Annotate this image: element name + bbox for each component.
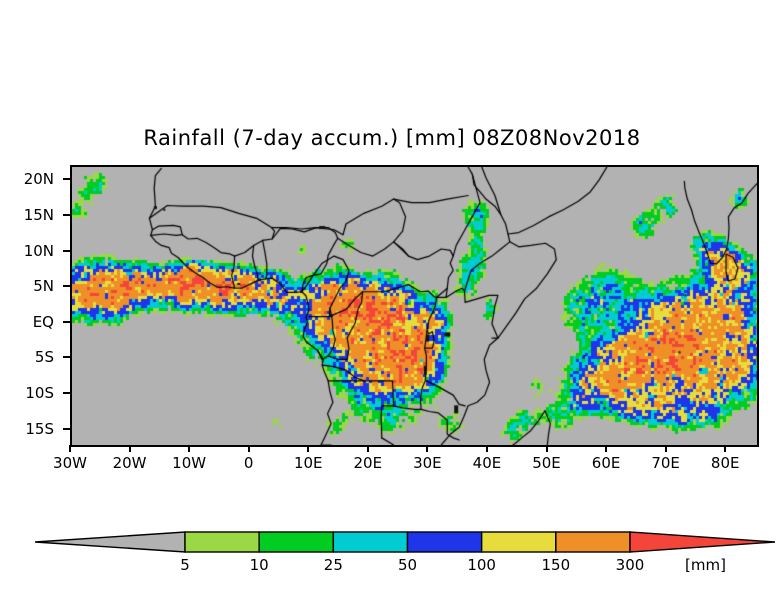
colorbar-tick-label: 300: [615, 556, 645, 574]
latitude-tick: [63, 392, 70, 395]
longitude-tick: [605, 445, 608, 452]
latitude-tick: [63, 249, 70, 252]
colorbar-unit-label: [mm]: [685, 556, 726, 574]
longitude-tick: [307, 445, 310, 452]
longitude-tick-label: 0: [243, 454, 254, 472]
latitude-tick: [63, 213, 70, 216]
longitude-tick: [724, 445, 727, 452]
colorbar-tick-label: 50: [397, 556, 418, 574]
longitude-tick-label: 10E: [293, 454, 323, 472]
longitude-tick: [188, 445, 191, 452]
colorbar[interactable]: 5 10 25 50 100 150 300 [mm]: [0, 516, 784, 586]
longitude-tick: [426, 445, 429, 452]
latitude-tick-label: 5S: [34, 348, 54, 367]
latitude-tick: [63, 427, 70, 430]
latitude-tick-label: 10S: [25, 384, 54, 403]
colorbar-tick-label: 10: [249, 556, 269, 574]
longitude-tick: [69, 445, 71, 452]
colorbar-tick-label: 100: [467, 556, 496, 574]
latitude-tick: [63, 356, 70, 359]
longitude-tick-label: 30E: [413, 454, 442, 472]
page-title: Rainfall (7-day accum.) [mm] 08Z08Nov201…: [143, 126, 641, 150]
rainfall-heatmap-canvas[interactable]: [72, 167, 757, 445]
colorbar-tick-label: 5: [180, 556, 190, 574]
latitude-tick-label: 15S: [25, 419, 54, 438]
latitude-tick-label: 20N: [23, 170, 54, 189]
longitude-tick-label: 30W: [53, 454, 87, 472]
longitude-tick: [545, 445, 548, 452]
latitude-tick: [63, 178, 70, 181]
colorbar-tick-label: 25: [323, 556, 343, 574]
longitude-tick: [366, 445, 369, 452]
longitude-tick-label: 80E: [710, 454, 740, 472]
colorbar-tick-label: 150: [541, 556, 571, 574]
latitude-tick: [63, 320, 70, 323]
latitude-tick-label: 5N: [33, 277, 54, 296]
latitude-tick-label: 15N: [23, 205, 54, 224]
longitude-tick-label: 50E: [532, 454, 561, 472]
latitude-tick-label: 10N: [23, 241, 54, 260]
longitude-tick: [664, 445, 667, 452]
longitude-tick: [247, 445, 250, 452]
longitude-tick-label: 60E: [591, 454, 621, 472]
longitude-tick-label: 40E: [472, 454, 502, 472]
longitude-tick-label: 20W: [112, 454, 147, 472]
map-plot-area[interactable]: [70, 165, 759, 447]
longitude-tick: [485, 445, 488, 452]
colorbar-swatches: [34, 531, 776, 553]
longitude-tick: [128, 445, 131, 452]
longitude-tick-label: 70E: [651, 454, 680, 472]
latitude-tick-label: EQ: [32, 312, 54, 331]
longitude-tick-label: 10W: [172, 454, 207, 472]
latitude-tick: [63, 285, 70, 288]
longitude-tick-label: 20E: [353, 454, 383, 472]
